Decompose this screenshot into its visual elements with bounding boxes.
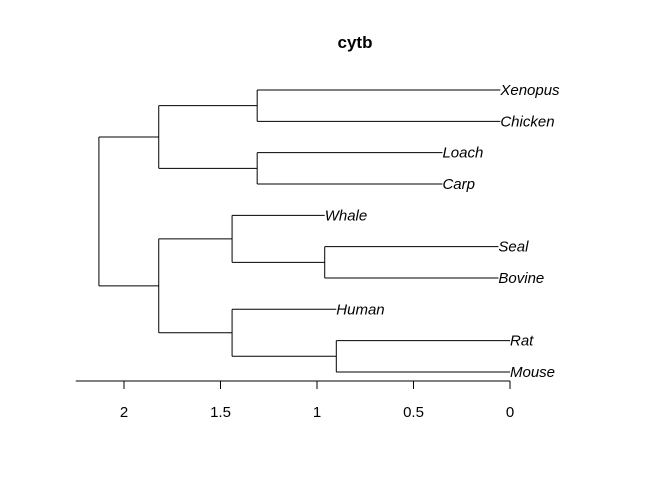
- leaf-labels: Xenopus Chicken Loach Carp Whale Seal Bovine Hu…: [325, 82, 560, 381]
- leaf-label-mouse: Mouse: [510, 364, 555, 381]
- plot-title: cytb: [338, 33, 373, 52]
- x-axis: 2 1.5 1 0.5 0: [75, 380, 514, 421]
- leaf-label-carp: Carp: [442, 176, 475, 193]
- x-axis-tick-label: 1.5: [210, 404, 231, 421]
- leaf-label-xenopus: Xenopus: [499, 82, 560, 99]
- dendrogram-branches: [98, 89, 510, 373]
- leaf-label-chicken: Chicken: [500, 113, 554, 130]
- leaf-label-rat: Rat: [510, 333, 534, 350]
- x-axis-tick-label: 0: [506, 404, 514, 421]
- x-axis-tick-label: 0.5: [403, 404, 424, 421]
- x-axis-tick-label: 2: [120, 404, 128, 421]
- leaf-label-bovine: Bovine: [498, 270, 544, 287]
- leaf-label-seal: Seal: [498, 239, 529, 256]
- leaf-label-whale: Whale: [325, 207, 368, 224]
- leaf-label-loach: Loach: [442, 145, 483, 162]
- x-axis-tick-label: 1: [313, 404, 321, 421]
- leaf-label-human: Human: [336, 301, 384, 318]
